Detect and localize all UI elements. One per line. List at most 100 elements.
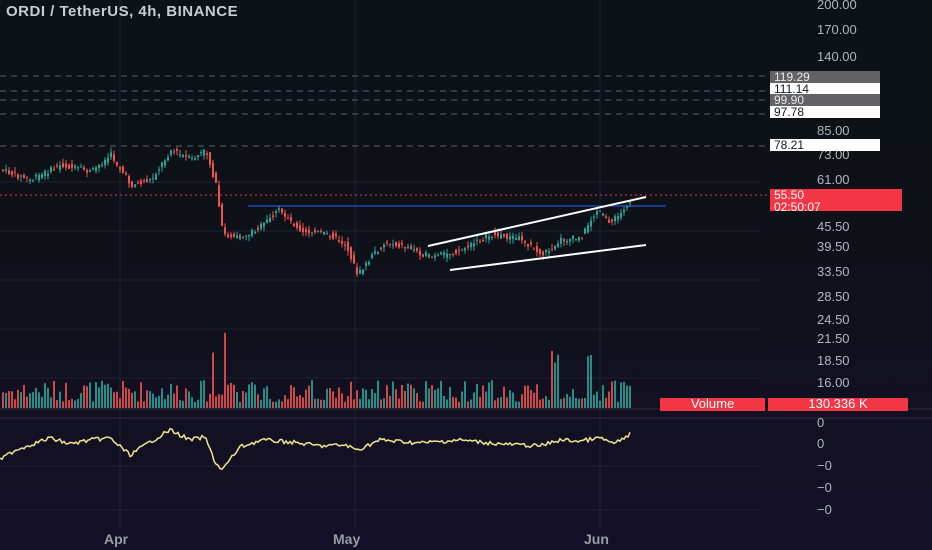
candle-body — [314, 229, 316, 233]
price-tag-111[interactable]: 111.14 — [770, 83, 880, 95]
volume-bar — [128, 388, 130, 408]
candle-body — [332, 232, 334, 239]
volume-bar — [605, 398, 607, 408]
volume-bar — [371, 388, 373, 408]
volume-bar — [401, 385, 403, 408]
volume-bar — [146, 390, 148, 408]
volume-bar — [434, 390, 436, 408]
candle-body — [614, 216, 616, 222]
price-tag-78[interactable]: 78.21 — [770, 139, 880, 151]
candle-body — [308, 229, 310, 234]
volume-bar — [83, 385, 85, 408]
candle-body — [476, 239, 478, 241]
volume-bar — [203, 380, 205, 408]
volume-bar — [278, 399, 280, 408]
candle-body — [305, 229, 307, 233]
volume-bar — [290, 385, 292, 408]
candle-body — [509, 236, 511, 240]
volume-bar — [14, 399, 16, 408]
dashed-levels — [0, 75, 768, 147]
volume-bar — [260, 400, 262, 408]
candle-body — [68, 164, 70, 169]
current-price-tag[interactable]: 55.50 02:50:07 — [770, 189, 902, 213]
candle-body — [389, 244, 391, 246]
volume-bar — [569, 396, 571, 408]
price-tag-119[interactable]: 119.29 — [770, 71, 880, 83]
volume-bar — [464, 381, 466, 408]
channel-upper-line[interactable] — [427, 196, 647, 247]
candle-body — [65, 163, 67, 168]
channel-lower-line[interactable] — [449, 244, 647, 271]
price-tag-99[interactable]: 99.90 — [770, 94, 880, 106]
candle-body — [353, 255, 355, 264]
candle-body — [566, 240, 568, 243]
volume-label[interactable]: Volume — [660, 397, 765, 411]
volume-bar — [164, 399, 166, 408]
volume-bar — [173, 393, 175, 408]
volume-bar — [200, 380, 202, 408]
volume-bar — [107, 383, 109, 408]
volume-bar — [251, 382, 253, 408]
candle-body — [206, 153, 208, 156]
volume-bar — [338, 387, 340, 408]
volume-bar — [428, 388, 430, 408]
candle-body — [605, 216, 607, 218]
candle-body — [431, 257, 433, 259]
candle-body — [458, 250, 460, 252]
volume-bar — [581, 398, 583, 408]
volume-bar — [293, 387, 295, 408]
candle-body — [623, 209, 625, 213]
candle-body — [218, 185, 220, 207]
candle-body — [41, 174, 43, 179]
candle-body — [371, 254, 373, 259]
volume-bar — [380, 399, 382, 408]
volume-bar — [545, 395, 547, 408]
candle-body — [170, 150, 172, 155]
osc-tick: −0 — [817, 480, 832, 495]
price-tag-97[interactable]: 97.78 — [770, 106, 880, 118]
volume-bar — [497, 397, 499, 408]
candle-body — [365, 263, 367, 267]
candle-body — [230, 234, 232, 238]
volume-bar — [530, 389, 532, 408]
candle-body — [164, 160, 166, 166]
candle-body — [398, 243, 400, 248]
candle-body — [413, 248, 415, 251]
candle-body — [311, 232, 313, 234]
candle-body — [32, 179, 34, 182]
volume-bar — [467, 401, 469, 408]
candle-body — [8, 170, 10, 175]
volume-bar — [563, 397, 565, 408]
candle-body — [5, 169, 7, 171]
volume-bar — [323, 399, 325, 408]
volume-bar — [161, 388, 163, 408]
volume-bar — [500, 397, 502, 408]
volume-bar — [506, 397, 508, 408]
candle-body — [35, 174, 37, 177]
candle-body — [128, 175, 130, 184]
symbol-title[interactable]: ORDI / TetherUS, 4h, BINANCE — [6, 3, 239, 20]
volume-bar — [476, 383, 478, 408]
volume-bar — [536, 384, 538, 408]
volume-bar — [236, 392, 238, 408]
candle-body — [587, 225, 589, 233]
volume-bar — [89, 382, 91, 408]
volume-bar — [209, 393, 211, 408]
volume-bar — [245, 392, 247, 408]
volume-bar — [215, 396, 217, 408]
candle-body — [539, 249, 541, 254]
candle-body — [194, 158, 196, 160]
candle-body — [470, 242, 472, 248]
candle-body — [392, 244, 394, 246]
volume-bar — [248, 384, 250, 408]
candle-body — [410, 246, 412, 250]
volume-bar — [212, 352, 214, 408]
candle-body — [107, 157, 109, 163]
candle-body — [512, 235, 514, 239]
candle-body — [101, 165, 103, 167]
candle-body — [383, 244, 385, 248]
volume-bar — [155, 397, 157, 408]
volume-bar — [230, 382, 232, 408]
